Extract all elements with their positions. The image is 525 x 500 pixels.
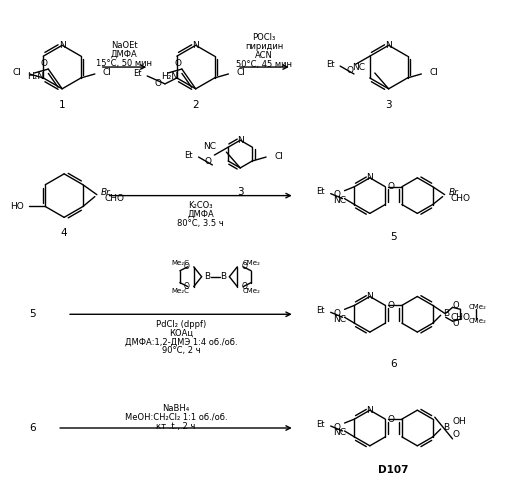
Text: O: O — [184, 282, 190, 291]
Text: 80°C, 3.5 ч: 80°C, 3.5 ч — [177, 219, 224, 228]
Text: O: O — [333, 309, 341, 318]
Text: O: O — [241, 282, 247, 291]
Text: O: O — [387, 182, 395, 191]
Text: Et: Et — [326, 60, 334, 68]
Text: O: O — [154, 80, 161, 88]
Text: 90°C, 2 ч: 90°C, 2 ч — [162, 346, 200, 356]
Text: O: O — [387, 301, 395, 310]
Text: Br: Br — [448, 188, 458, 197]
Text: NaBH₄: NaBH₄ — [162, 404, 190, 412]
Text: Et: Et — [184, 150, 193, 160]
Text: Cl: Cl — [274, 152, 283, 160]
Text: кт .t., 2 ч: кт .t., 2 ч — [156, 422, 196, 430]
Text: N: N — [366, 406, 373, 414]
Text: OH: OH — [453, 416, 466, 426]
Text: O: O — [453, 301, 459, 310]
Text: K₂CO₃: K₂CO₃ — [188, 201, 213, 210]
Text: O: O — [346, 66, 353, 74]
Text: Br: Br — [101, 188, 111, 197]
Text: O: O — [184, 262, 190, 272]
Text: CMe₂: CMe₂ — [242, 288, 260, 294]
Text: 4: 4 — [61, 228, 67, 238]
Text: N: N — [237, 136, 244, 144]
Text: O: O — [41, 58, 48, 68]
Text: Et: Et — [316, 306, 325, 315]
Text: Et: Et — [316, 187, 325, 196]
Text: CMe₂: CMe₂ — [468, 304, 486, 310]
Text: 6: 6 — [390, 358, 397, 368]
Text: B: B — [205, 272, 211, 281]
Text: 50°C, 45 мин: 50°C, 45 мин — [236, 60, 292, 68]
Text: POCl₃: POCl₃ — [253, 33, 276, 42]
Text: D107: D107 — [379, 464, 409, 474]
Text: Me₂C: Me₂C — [171, 260, 189, 266]
Text: ACN: ACN — [255, 50, 273, 59]
Text: H₂N: H₂N — [161, 72, 178, 82]
Text: NC: NC — [352, 62, 365, 72]
Text: MeOH:CH₂Cl₂ 1:1 об./об.: MeOH:CH₂Cl₂ 1:1 об./об. — [124, 412, 227, 422]
Text: B: B — [443, 309, 449, 318]
Text: Cl: Cl — [13, 68, 22, 78]
Text: N: N — [366, 292, 373, 301]
Text: ДМФА: ДМФА — [187, 210, 214, 219]
Text: Cl: Cl — [103, 68, 112, 78]
Text: NC: NC — [333, 314, 346, 324]
Text: Et: Et — [133, 70, 141, 78]
Text: 5: 5 — [29, 310, 36, 320]
Text: N: N — [59, 41, 66, 50]
Text: O: O — [333, 190, 341, 199]
Text: Me₂C: Me₂C — [171, 288, 189, 294]
Text: 3: 3 — [385, 100, 392, 110]
Text: Cl: Cl — [236, 68, 245, 78]
Text: 15°C, 50 мин: 15°C, 50 мин — [97, 58, 152, 68]
Text: КОАц: КОАц — [169, 328, 193, 338]
Text: CHO: CHO — [450, 194, 470, 203]
Text: CMe₂: CMe₂ — [242, 260, 260, 266]
Text: 3: 3 — [237, 186, 244, 196]
Text: Cl: Cl — [429, 68, 438, 78]
Text: O: O — [453, 318, 459, 328]
Text: NaOEt: NaOEt — [111, 41, 138, 50]
Text: 1: 1 — [59, 100, 66, 110]
Text: NC: NC — [333, 428, 346, 438]
Text: пиридин: пиридин — [245, 42, 283, 51]
Text: B: B — [443, 422, 449, 432]
Text: O: O — [174, 58, 182, 68]
Text: ДМФА: ДМФА — [111, 50, 138, 58]
Text: O: O — [453, 430, 459, 440]
Text: O: O — [241, 262, 247, 272]
Text: NC: NC — [204, 142, 216, 150]
Text: H₂N: H₂N — [27, 72, 44, 82]
Text: CMe₂: CMe₂ — [468, 318, 486, 324]
Text: 2: 2 — [192, 100, 199, 110]
Text: CHO: CHO — [450, 312, 470, 322]
Text: HO: HO — [10, 202, 24, 211]
Text: B: B — [220, 272, 226, 281]
Text: 5: 5 — [390, 232, 397, 242]
Text: ДМФА:1,2-ДМЭ 1:4 об./об.: ДМФА:1,2-ДМЭ 1:4 об./об. — [124, 338, 237, 346]
Text: CHO: CHO — [105, 194, 125, 203]
Text: 6: 6 — [29, 423, 36, 433]
Text: N: N — [385, 41, 392, 50]
Text: O: O — [205, 156, 212, 166]
Text: N: N — [192, 41, 199, 50]
Text: NC: NC — [333, 196, 346, 205]
Text: Et: Et — [316, 420, 325, 428]
Text: N: N — [366, 174, 373, 182]
Text: O: O — [333, 422, 341, 432]
Text: O: O — [387, 414, 395, 424]
Text: PdCl₂ (dppf): PdCl₂ (dppf) — [156, 320, 206, 328]
